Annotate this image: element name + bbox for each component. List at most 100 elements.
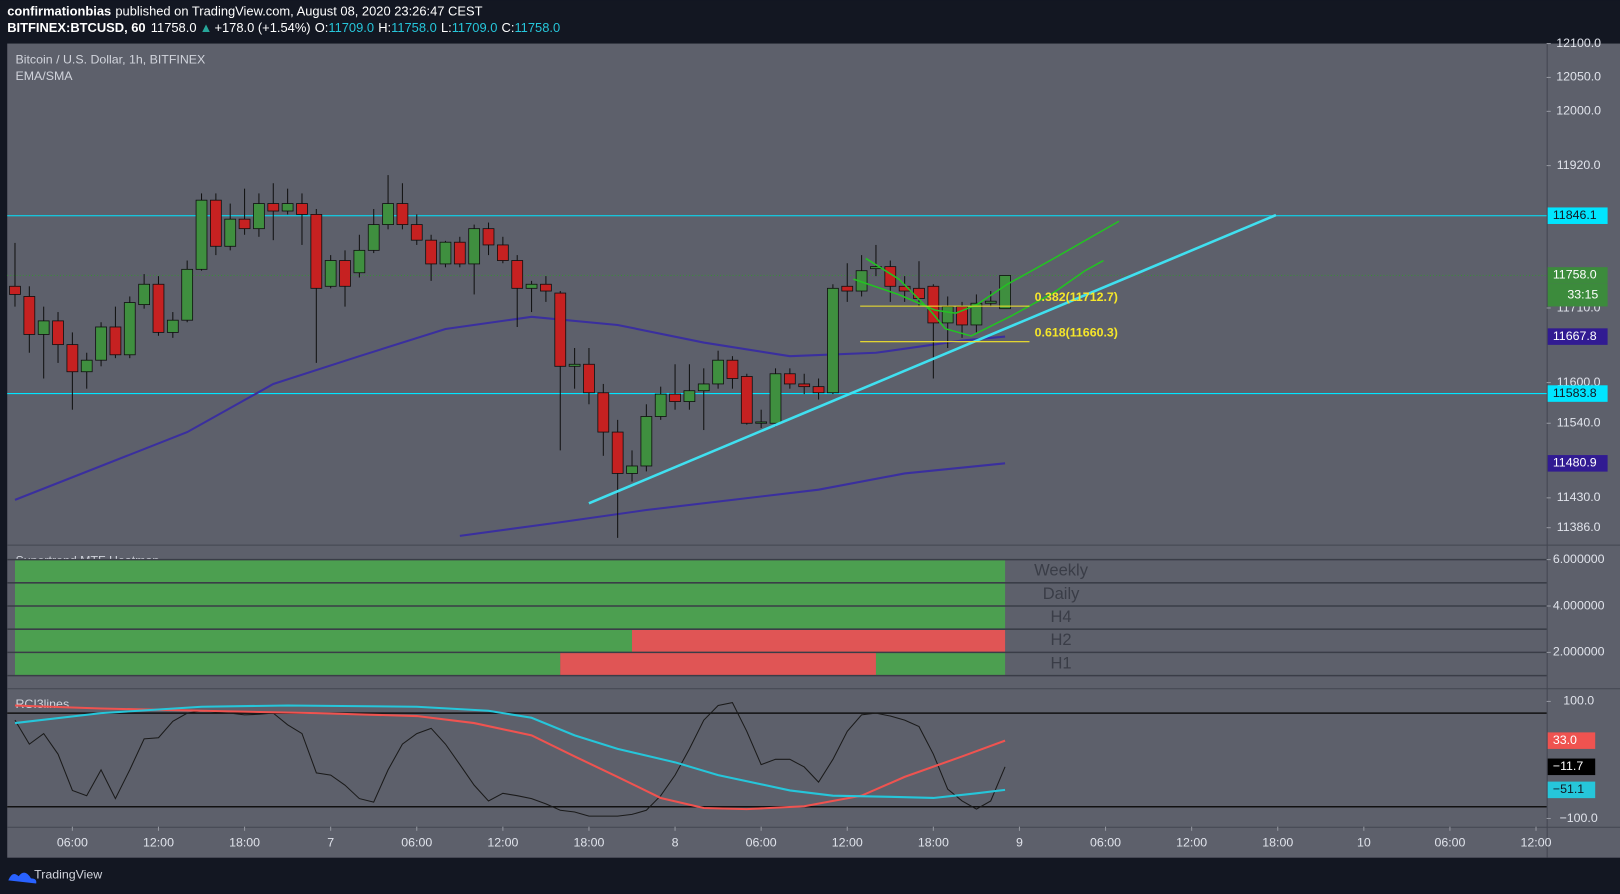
brand: TradingView — [34, 868, 102, 882]
candle-body — [9, 285, 21, 295]
candle-body — [597, 392, 610, 433]
candle-body — [210, 199, 222, 247]
y-tick-label: 100.0 — [1563, 694, 1594, 708]
countdown: 33:15 — [1567, 287, 1598, 301]
ma-label: 11480.9 — [1553, 456, 1597, 470]
candle-body — [683, 390, 696, 402]
x-tick-label: 9 — [1016, 835, 1023, 849]
y-tick-label: 12050.0 — [1556, 70, 1601, 84]
candle-body — [95, 326, 107, 361]
moving-average — [14, 315, 1006, 501]
candle-body — [626, 465, 638, 474]
candle-body — [583, 363, 595, 394]
candle-body — [540, 283, 552, 292]
y-tick-label: 11386.0 — [1557, 520, 1601, 534]
candle-body — [195, 199, 208, 270]
level-label: 11583.8 — [1553, 386, 1597, 400]
heat-cell — [14, 652, 561, 676]
x-tick-label: 06:00 — [1434, 835, 1465, 849]
heat-cell — [14, 559, 1006, 583]
open: 11709.0 — [328, 20, 374, 35]
candle-body — [554, 292, 567, 367]
x-tick-label: 7 — [327, 835, 334, 849]
candle-body — [640, 416, 653, 467]
candle-body — [66, 344, 79, 373]
panel-title: RCI3lines — [15, 697, 69, 711]
candle-body — [310, 214, 323, 289]
candle-body — [841, 285, 854, 292]
x-tick-label: 12:00 — [832, 835, 863, 849]
row-label: Daily — [1043, 584, 1080, 603]
candle-body — [783, 373, 796, 385]
candle-body — [281, 203, 294, 212]
channel-curve — [853, 220, 1120, 315]
candle-body — [138, 283, 150, 306]
candle-body — [324, 260, 337, 287]
candle-body — [769, 373, 782, 424]
ma-label-bg — [1547, 328, 1608, 345]
candle-body — [296, 203, 308, 215]
candle-body — [123, 302, 136, 356]
candle-body — [23, 296, 36, 335]
rci-label: −51.1 — [1553, 782, 1584, 796]
candle-body — [855, 270, 868, 292]
candle-body — [339, 260, 351, 287]
x-tick-label: 06:00 — [746, 835, 777, 849]
row-label: Weekly — [1034, 561, 1089, 580]
countdown-bg — [1547, 283, 1608, 307]
candle-body — [712, 359, 724, 385]
candle-body — [238, 218, 251, 230]
fib-label: 0.618(11660.3) — [1035, 326, 1118, 340]
chart-subtitle: EMA/SMA — [15, 69, 73, 83]
candle-body — [382, 203, 394, 226]
x-tick-label: 18:00 — [1262, 835, 1293, 849]
rci-label: 33.0 — [1553, 733, 1577, 747]
candle-body — [152, 283, 165, 333]
candle-body — [468, 228, 481, 265]
close-label: C: — [502, 20, 515, 35]
fib-label: 0.382(11712.7) — [1035, 290, 1118, 304]
y-tick-label: 4.000000 — [1553, 598, 1605, 612]
close: 11758.0 — [514, 20, 560, 35]
rci-line — [14, 704, 1006, 811]
candle-body — [511, 260, 524, 289]
last: 11758.0 — [151, 20, 197, 35]
x-tick-label: 12:00 — [1521, 835, 1552, 849]
heat-cell — [560, 652, 876, 676]
candle-body — [453, 241, 466, 265]
candle-body — [726, 359, 739, 379]
candle-body — [740, 376, 753, 424]
open-label: O: — [315, 20, 329, 35]
drawings — [588, 213, 1277, 505]
x-tick-label: 12:00 — [1176, 835, 1207, 849]
x-tick-label: 06:00 — [401, 835, 432, 849]
ma-label-bg — [1547, 455, 1608, 472]
rci-label-bg — [1547, 781, 1596, 799]
y-tick-label: −100.0 — [1560, 811, 1598, 825]
last-price-label-bg — [1547, 267, 1608, 284]
moving-average — [459, 462, 1006, 537]
x-tick-label: 18:00 — [573, 835, 604, 849]
x-tick-label: 8 — [672, 835, 679, 849]
candle-body — [827, 287, 839, 394]
heat-cell — [875, 652, 1006, 676]
candle-body — [353, 249, 366, 274]
x-tick-label: 18:00 — [229, 835, 260, 849]
candle-body — [669, 393, 681, 402]
chart-title: Bitcoin / U.S. Dollar, 1h, BITFINEX — [15, 52, 205, 66]
x-tick-label: 06:00 — [1090, 835, 1121, 849]
y-tick-label: 12000.0 — [1556, 104, 1601, 118]
candle-body — [52, 320, 64, 346]
rci-line — [14, 704, 1006, 800]
candle-body — [439, 241, 452, 265]
heat-cell — [14, 582, 1006, 606]
change: +178.0 (+1.54%) — [214, 20, 310, 35]
x-tick-label: 10 — [1357, 835, 1371, 849]
published: published on TradingView.com, August 08,… — [115, 4, 482, 19]
candle-body — [568, 363, 581, 367]
candle-body — [970, 302, 983, 326]
candle-body — [181, 268, 194, 321]
candle-body — [525, 283, 538, 289]
x-tick-label: 06:00 — [57, 835, 88, 849]
